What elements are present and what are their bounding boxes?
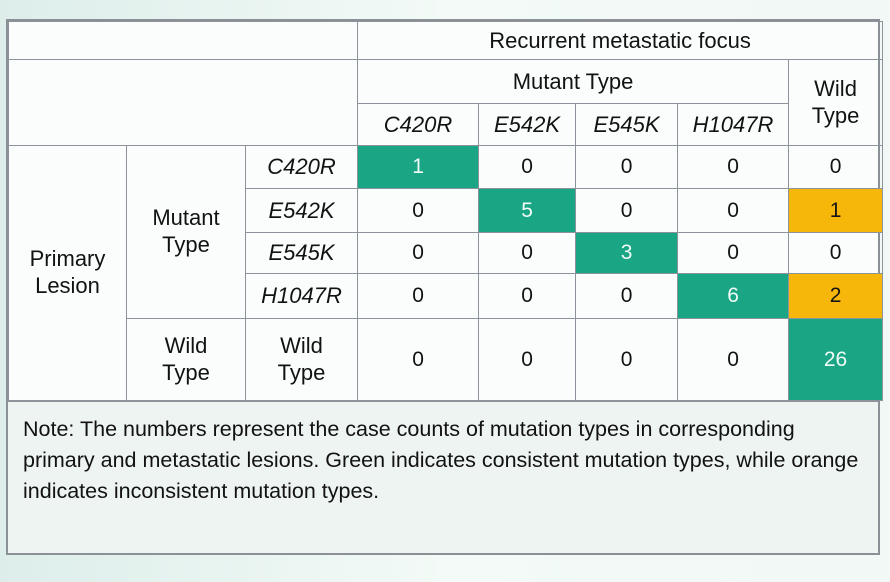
matrix-cell-e545k-h1047r: 0: [677, 232, 790, 274]
matrix-cell-h1047r-wild: 2: [788, 273, 884, 319]
row-header-h1047r: H1047R: [244, 273, 359, 319]
matrix-cell-e545k-e542k: 0: [478, 232, 577, 274]
matrix-cell-c420r-e542k: 0: [478, 145, 577, 189]
matrix-cell-wild-e542k: 0: [478, 318, 577, 401]
matrix-cell-e542k-wild: 1: [788, 188, 884, 233]
col-group-header-mutant-type: Mutant Type: [357, 59, 790, 104]
matrix-cell-e545k-c420r: 0: [357, 232, 480, 274]
row-group-header-mutant-type: Mutant Type: [126, 145, 246, 319]
row-header-e545k: E545K: [244, 232, 359, 274]
matrix-cell-wild-c420r: 0: [357, 318, 480, 401]
row-header-wild-type: Wild Type: [244, 318, 359, 401]
matrix-cell-c420r-c420r: 1: [357, 145, 480, 189]
matrix-cell-wild-e545k: 0: [575, 318, 679, 401]
matrix-cell-e542k-e542k: 5: [478, 188, 577, 233]
matrix-cell-c420r-wild: 0: [788, 145, 884, 189]
col-header-e542k: E542K: [478, 103, 577, 146]
matrix-cell-e542k-c420r: 0: [357, 188, 480, 233]
matrix-cell-e542k-e545k: 0: [575, 188, 679, 233]
col-header-h1047r: H1047R: [677, 103, 790, 146]
matrix-cell-c420r-h1047r: 0: [677, 145, 790, 189]
matrix-cell-h1047r-e545k: 0: [575, 273, 679, 319]
row-group-header-wild-type: Wild Type: [126, 318, 246, 401]
corner-empty-cell-bottom: [7, 59, 359, 146]
matrix-cell-e542k-h1047r: 0: [677, 188, 790, 233]
matrix-cell-h1047r-h1047r: 6: [677, 273, 790, 319]
top-axis-header: Recurrent metastatic focus: [357, 21, 884, 60]
matrix-cell-h1047r-c420r: 0: [357, 273, 480, 319]
mutation-concordance-table: Recurrent metastatic focus Mutant Type W…: [7, 21, 884, 401]
matrix-cell-e545k-wild: 0: [788, 232, 884, 274]
note-text: Note: The numbers represent the case cou…: [8, 401, 878, 553]
col-header-e545k: E545K: [575, 103, 679, 146]
row-header-e542k: E542K: [244, 188, 359, 233]
table-frame: Recurrent metastatic focus Mutant Type W…: [6, 19, 884, 555]
row-axis-header-primary-lesion: Primary Lesion: [8, 145, 127, 401]
matrix-cell-h1047r-e542k: 0: [478, 273, 577, 319]
row-header-c420r: C420R: [244, 145, 359, 189]
matrix-cell-c420r-e545k: 0: [575, 145, 679, 189]
matrix-cell-e545k-e545k: 3: [575, 232, 679, 274]
col-header-wild-type: Wild Type: [788, 59, 884, 146]
matrix-cell-wild-wild: 26: [788, 318, 884, 401]
matrix-cell-wild-h1047r: 0: [677, 318, 790, 401]
col-header-c420r: C420R: [357, 103, 480, 146]
corner-empty-cell-top: [7, 21, 359, 60]
